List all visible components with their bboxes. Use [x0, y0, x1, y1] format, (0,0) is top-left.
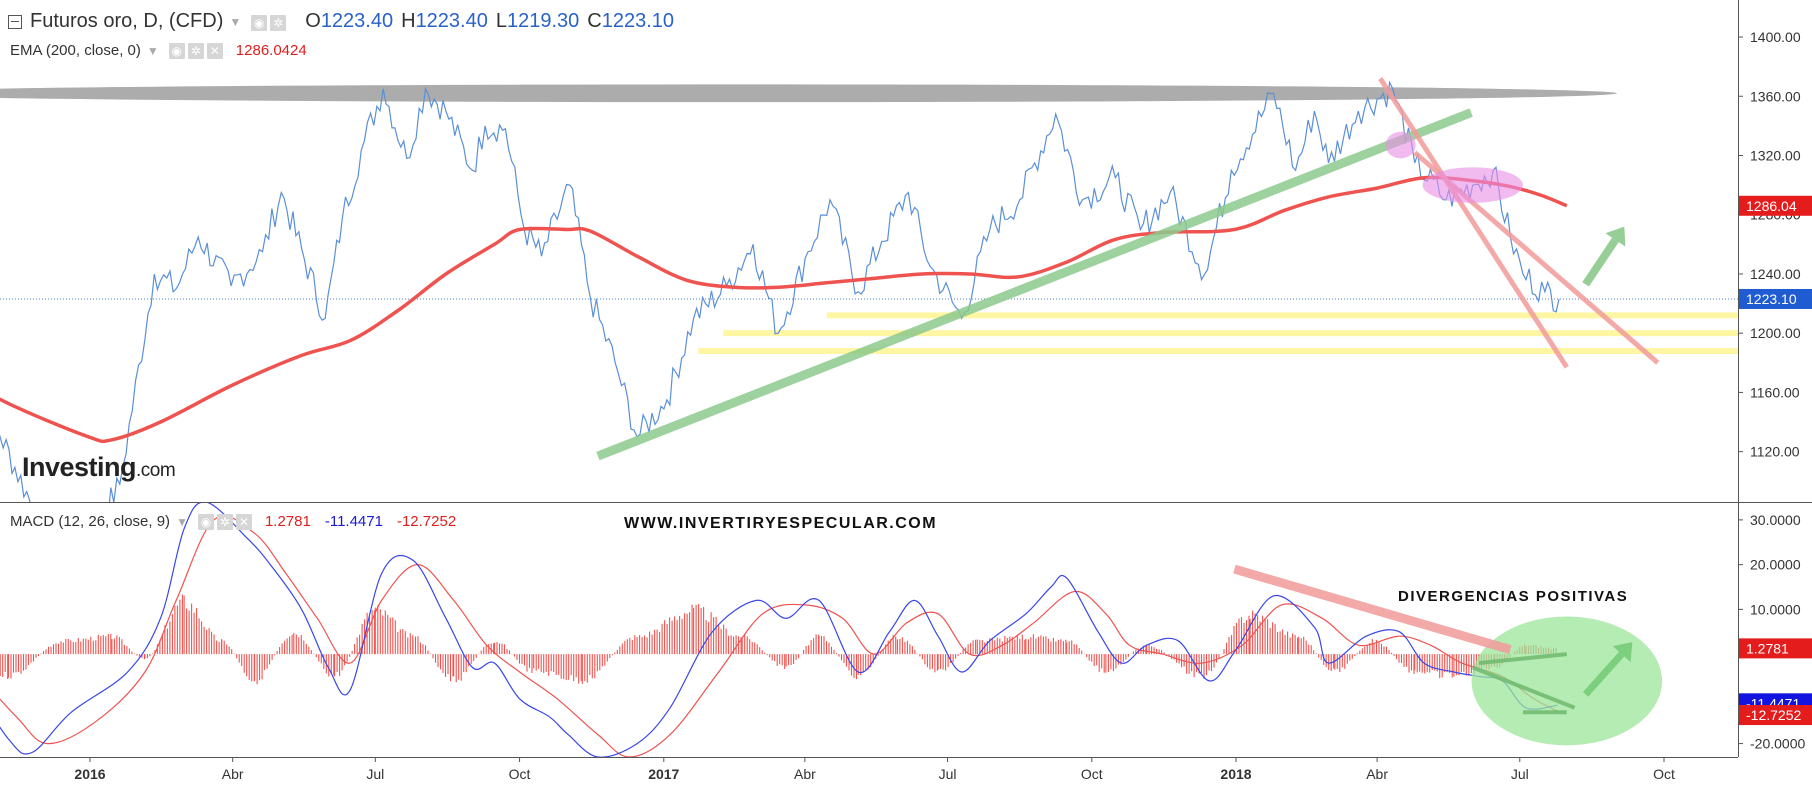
time-tick-label: Abr — [794, 766, 816, 782]
ema-legend: EMA (200, close, 0) ▼ ◉ ✲ ✕ 1286.0424 — [10, 42, 307, 59]
gear-icon[interactable]: ✲ — [216, 514, 233, 530]
time-tick-label: 2017 — [648, 766, 679, 782]
macd-signal-value: -12.7252 — [396, 513, 457, 530]
highlight-ellipse-0 — [1385, 131, 1416, 159]
arrow-shaft — [1583, 651, 1625, 697]
eye-icon[interactable]: ◉ — [168, 43, 185, 59]
chevron-down-icon[interactable]: ▼ — [146, 43, 159, 58]
price-badge-1: 1223.10 — [1746, 291, 1797, 307]
logo-suffix: .com — [136, 460, 176, 481]
gear-icon[interactable]: ✲ — [187, 43, 204, 59]
time-tick-label: Oct — [1081, 766, 1103, 782]
price-badge-1-bg — [1739, 288, 1812, 309]
ema-value: 1286.0424 — [235, 42, 307, 59]
time-tick-label: Oct — [1653, 766, 1675, 782]
time-tick-label: Abr — [1366, 766, 1388, 782]
time-tick-label: Jul — [939, 766, 957, 782]
arrow-head — [1612, 642, 1633, 663]
time-tick-label: Jul — [1511, 766, 1529, 782]
price-tick-label: 1360.00 — [1750, 88, 1801, 104]
macd-line-value: -11.4471 — [324, 513, 383, 530]
low-value: 1219.30 — [506, 10, 580, 32]
price-panel — [0, 77, 1738, 502]
divergence-circle — [1471, 616, 1663, 746]
macd-trendline-green-2 — [1478, 652, 1568, 666]
chevron-down-icon[interactable]: ▼ — [229, 14, 242, 29]
time-tick-label: 2016 — [74, 766, 105, 782]
macd-badge-0: 1.2781 — [1746, 640, 1789, 656]
eye-icon[interactable]: ◉ — [251, 15, 268, 31]
trendline-green-0 — [596, 108, 1473, 461]
eye-icon[interactable]: ◉ — [197, 514, 214, 530]
open-value: 1223.40 — [320, 10, 394, 32]
macd-tick-label: -20.0000 — [1750, 736, 1805, 752]
price-badge-0-bg — [1739, 195, 1812, 216]
macd-tick-label: 30.0000 — [1750, 512, 1801, 528]
price-tick-label: 1240.00 — [1750, 266, 1801, 282]
price-legend: Futuros oro, D, (CFD) ▼ ◉ ✲ O 1223.40 H 122… — [8, 10, 674, 33]
highlight-ellipse-1 — [1422, 167, 1523, 203]
collapse-icon[interactable] — [8, 14, 22, 29]
macd-trendline-pink-0 — [1233, 564, 1512, 654]
time-tick-label: Abr — [222, 766, 244, 782]
macd-tick-label: 20.0000 — [1750, 557, 1801, 573]
time-tick-label: 2018 — [1220, 766, 1251, 782]
high-value: 1223.40 — [415, 10, 488, 32]
close-value: 1223.10 — [601, 10, 675, 32]
trendline-pink-1 — [1378, 77, 1569, 369]
symbol-title: Futuros oro, D, (CFD) — [30, 10, 224, 32]
low-label: L — [495, 10, 507, 32]
chevron-down-icon[interactable]: ▼ — [176, 514, 188, 529]
annotation-positive-divergences: DIVERGENCIAS POSITIVAS — [1398, 588, 1629, 605]
close-icon[interactable]: ✕ — [206, 43, 223, 59]
close-icon[interactable]: ✕ — [235, 514, 252, 530]
macd-badge-0-bg — [1739, 638, 1812, 659]
price-badge-0: 1286.04 — [1746, 198, 1797, 214]
signal-line — [0, 515, 1558, 757]
price-tick-label: 1120.00 — [1750, 444, 1800, 460]
price-line — [0, 80, 1560, 502]
time-tick-label: Oct — [509, 766, 531, 782]
price-tick-label: 1400.00 — [1750, 29, 1801, 45]
macd-trendline-green-1 — [1472, 665, 1576, 710]
macd-line — [0, 502, 1558, 757]
open-label: O — [305, 10, 321, 32]
arrow-head — [1605, 226, 1626, 247]
time-tick-label: Jul — [366, 766, 384, 782]
macd-badge-2-bg — [1739, 705, 1812, 726]
watermark-url: WWW.INVERTIRYESPECULAR.COM — [624, 515, 938, 532]
ema-title: EMA (200, close, 0) — [10, 42, 141, 59]
macd-legend: MACD (12, 26, close, 9) ▼ ◉ ✲ ✕ 1.2781 -11… — [10, 513, 456, 530]
price-tick-label: 1200.00 — [1750, 325, 1801, 341]
resistance-ellipse — [0, 84, 1617, 103]
ema-line — [0, 175, 1568, 444]
macd-histogram-value: 1.2781 — [264, 513, 311, 530]
price-tick-label: 1320.00 — [1750, 147, 1801, 163]
gear-icon[interactable]: ✲ — [270, 15, 287, 31]
macd-badge-2: -12.7252 — [1746, 707, 1801, 723]
macd-tick-label: 10.0000 — [1750, 601, 1801, 617]
macd-panel — [0, 502, 1663, 757]
logo-bold: Investing — [22, 452, 137, 482]
close-label: C — [587, 10, 602, 32]
macd-title: MACD (12, 26, close, 9) — [10, 513, 171, 530]
arrow-shaft — [1582, 237, 1619, 287]
investing-logo: Investing.com — [22, 452, 176, 483]
high-label: H — [401, 10, 416, 32]
price-tick-label: 1160.00 — [1750, 384, 1800, 400]
